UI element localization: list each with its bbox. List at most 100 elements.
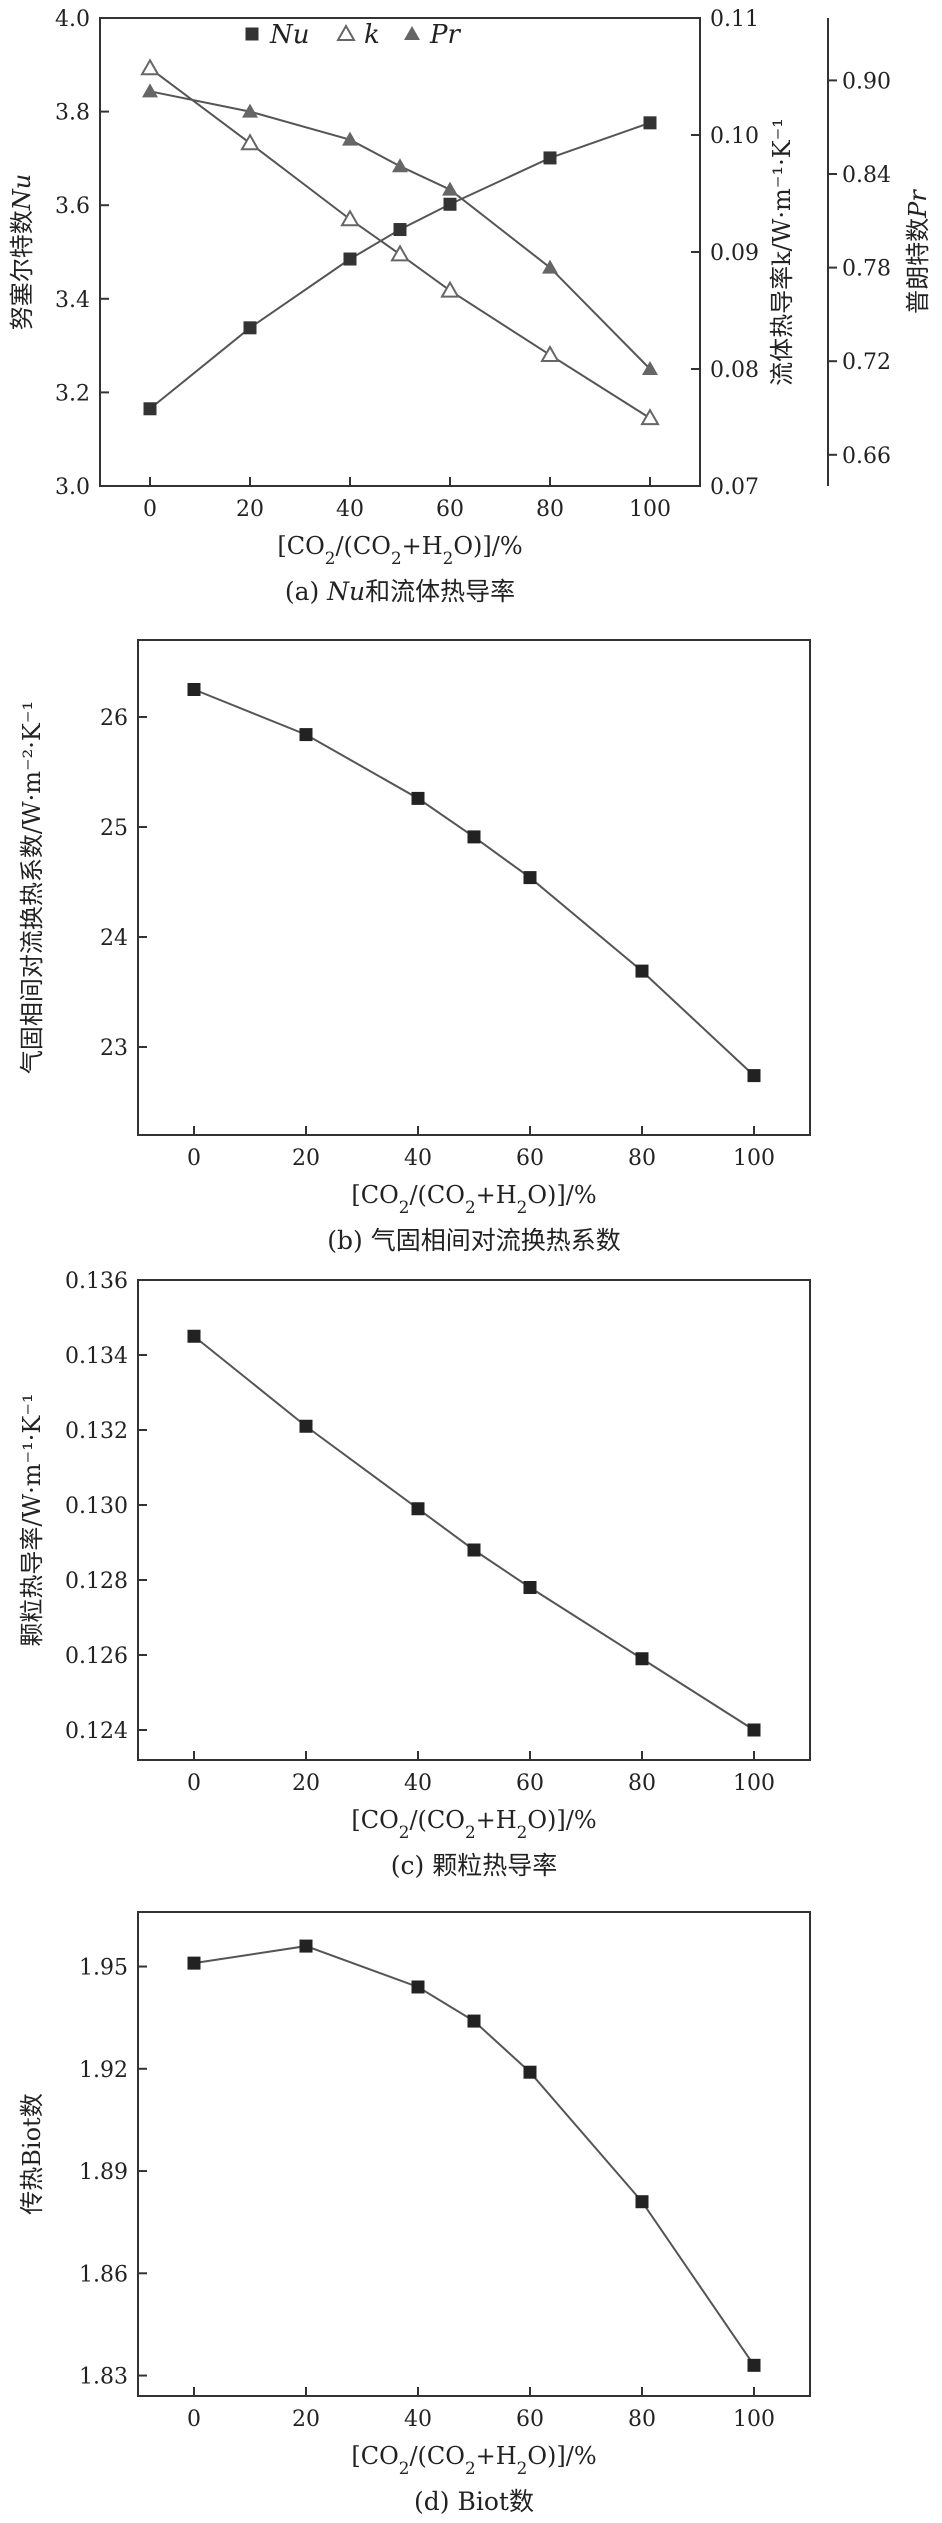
series-line (193, 1335, 755, 1731)
data-point-k (540, 344, 560, 362)
chart-caption: (a) Nu和流体热导率 (285, 577, 515, 606)
left-y-axis-label: 努塞尔特数Nu (8, 174, 36, 330)
x-axis-label: [CO2/(CO2+H2O)]/% (351, 1806, 596, 1842)
data-point (299, 1939, 313, 1953)
data-point-pr (142, 83, 158, 98)
x-tick-label: 0 (187, 1771, 201, 1796)
data-point-nu (143, 402, 157, 416)
data-point-nu (343, 252, 357, 266)
data-point-k (390, 244, 410, 262)
right1-y-tick-label: 0.10 (710, 124, 759, 149)
y-tick-label: 24 (100, 926, 128, 951)
data-point-k (440, 280, 460, 298)
legend-marker-nu (245, 27, 259, 41)
x-tick-label: 100 (733, 1146, 775, 1171)
y-tick-label: 1.92 (79, 2058, 128, 2083)
legend: Nu k Pr (245, 20, 461, 50)
data-point-pr (542, 259, 558, 274)
x-tick-label: 100 (629, 497, 671, 522)
y-tick-label: 1.89 (79, 2160, 128, 2185)
x-axis-label: [CO2/(CO2+H2O)]/% (351, 2442, 596, 2478)
y-tick-label: 0.130 (65, 1494, 128, 1519)
y-tick-label: 0.132 (65, 1419, 128, 1444)
x-tick-label: 60 (516, 1146, 544, 1171)
y-tick-label: 0.128 (65, 1569, 128, 1594)
legend-marker-k (336, 23, 356, 41)
data-point (411, 791, 425, 805)
series-line (193, 688, 755, 1077)
y-tick-label: 1.83 (79, 2365, 128, 2390)
data-point-pr (442, 181, 458, 196)
y-tick-label: 1.86 (79, 2262, 128, 2287)
x-tick-label: 20 (292, 1146, 320, 1171)
data-point-nu (443, 197, 457, 211)
data-point-nu (243, 321, 257, 335)
chart-caption: (b) 气固相间对流换热系数 (327, 1226, 620, 1255)
right1-y-tick-label: 0.09 (710, 241, 759, 266)
data-point (523, 1581, 537, 1594)
chart-caption: (d) Biot数 (414, 2487, 534, 2516)
left-y-tick-label: 3.2 (55, 381, 90, 406)
x-tick-label: 20 (292, 1771, 320, 1796)
x-tick-label: 40 (336, 497, 364, 522)
data-point-k (240, 133, 260, 151)
x-tick-label: 40 (404, 1146, 432, 1171)
data-point-pr (642, 361, 658, 375)
series-line-k (149, 67, 651, 419)
data-point-pr (392, 158, 408, 173)
data-point-nu (543, 151, 557, 165)
data-point (411, 1502, 425, 1516)
data-point-nu (393, 223, 407, 237)
left-y-tick-label: 3.4 (55, 288, 90, 313)
legend-marker-pr (404, 26, 420, 40)
data-point-k (140, 58, 160, 76)
x-tick-label: 0 (187, 2407, 201, 2432)
series-line (193, 1945, 755, 2366)
left-y-tick-label: 4.0 (55, 7, 90, 32)
left-y-tick-label: 3.6 (55, 194, 90, 219)
data-point (747, 1723, 761, 1737)
data-point (187, 683, 201, 696)
x-tick-label: 20 (292, 2407, 320, 2432)
x-tick-label: 20 (236, 497, 264, 522)
x-tick-label: 80 (628, 2407, 656, 2432)
data-point-k (640, 408, 660, 426)
right1-y-axis-label: 流体热导率k/W·m⁻¹·K⁻¹ (768, 118, 796, 386)
x-tick-label: 60 (516, 1771, 544, 1796)
x-tick-label: 100 (733, 1771, 775, 1796)
chart-panel-d: 0 20 40 60 80 100 [CO2/(CO2+H2O)]/% (d) Biot数 1.… (18, 1911, 811, 2516)
x-axis-label: [CO2/(CO2+H2O)]/% (351, 1181, 596, 1217)
x-tick-label: 60 (516, 2407, 544, 2432)
x-tick-label: 80 (628, 1771, 656, 1796)
right2-y-tick-label: 0.90 (842, 69, 891, 94)
data-point (299, 1419, 313, 1433)
legend-label-nu: Nu (269, 20, 310, 50)
right2-y-tick-label: 0.84 (842, 163, 891, 188)
y-tick-label: 0.126 (65, 1644, 128, 1669)
data-point (523, 871, 537, 885)
x-axis-label: [CO2/(CO2+H2O)]/% (277, 532, 522, 568)
right1-y-tick-label: 0.11 (710, 7, 759, 32)
data-point (467, 830, 481, 844)
y-tick-label: 0.136 (65, 1269, 128, 1294)
y-axis-label: 传热Biot数 (18, 2093, 46, 2214)
plot-frame (137, 1911, 811, 2397)
x-tick-label: 100 (733, 2407, 775, 2432)
data-point (467, 1543, 481, 1557)
chart-panel-c: 0 20 40 60 80 100 [CO2/(CO2+H2O)]/% (c) 颗粒热导率 0.… (18, 1269, 811, 1880)
data-point-nu (643, 116, 657, 130)
x-tick-label: 0 (143, 497, 157, 522)
data-point-k (340, 209, 360, 227)
data-point (467, 2014, 481, 2028)
right2-y-tick-label: 0.78 (842, 257, 891, 282)
right1-y-tick-label: 0.07 (710, 475, 759, 500)
data-point (635, 964, 649, 978)
data-point-pr (342, 131, 358, 146)
data-point (187, 1329, 201, 1343)
right1-y-tick-label: 0.08 (710, 358, 759, 383)
data-point (411, 1980, 425, 1994)
y-tick-label: 1.95 (79, 1956, 128, 1981)
chart-caption: (c) 颗粒热导率 (391, 1851, 557, 1880)
right2-y-tick-label: 0.66 (842, 444, 891, 469)
